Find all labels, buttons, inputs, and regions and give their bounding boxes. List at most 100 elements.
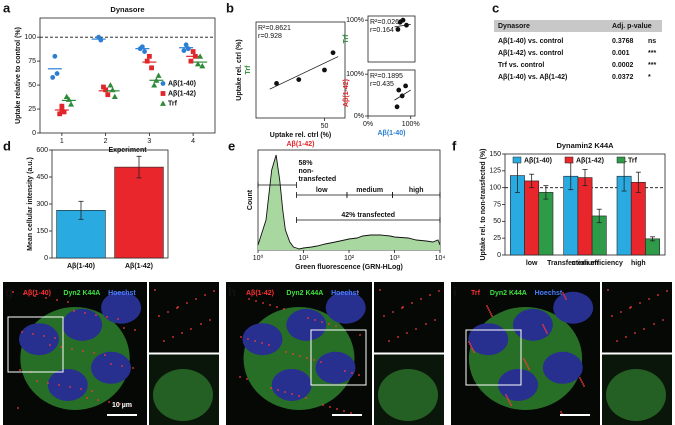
y-tick-label: 75 [28,58,36,65]
puncta [358,374,360,376]
inset-top [602,282,672,353]
error-bar [596,208,602,224]
inset-puncta [420,298,422,300]
puncta [524,360,526,362]
legend-label: Trf [628,157,638,164]
puncta [285,351,287,353]
roi-box [7,316,64,373]
inset-puncta [195,298,197,300]
inset-puncta [388,340,390,342]
channel-label: Hoechst [535,290,563,297]
puncta [357,291,359,293]
y-axis-label: Uptake rel. to non-transfected (%) [480,148,487,260]
point [188,58,194,64]
legend-label: Aβ(1-42) [168,90,196,97]
bar [114,166,164,259]
puncta [69,386,71,388]
y-axis-label: Trf [343,34,350,44]
gate-label: low [316,187,328,194]
puncta [505,394,507,396]
nucleus [91,351,131,384]
puncta [276,306,278,308]
point [181,48,187,53]
puncta [542,324,544,326]
table-cell: * [648,74,651,81]
y-axis-label: Aβ(1-42) [343,79,350,107]
point [190,49,196,54]
puncta [490,313,492,315]
x-axis-label: Aβ(1-42) [287,141,315,148]
inset-puncta [167,311,169,313]
puncta [579,377,581,379]
puncta [123,327,125,329]
gate-label: transfected [298,176,336,183]
table-cell: 0.3768 [612,38,634,45]
roi-box [465,329,522,386]
x-tick-label: 100% [402,121,420,128]
error-bar [650,236,656,242]
x-axis-label: Green fluorescence (GRN-HLog) [295,264,403,271]
puncta [292,353,294,355]
y-tick-label: 0 [44,255,48,262]
x-tick-label: 10² [344,255,355,262]
point [142,49,147,54]
x-tick-label: 4 [191,138,195,145]
puncta [110,363,112,365]
legend-swatch [564,156,574,164]
puncta [329,406,331,408]
puncta [277,389,279,391]
puncta [351,372,353,374]
nucleus [315,351,356,384]
error-bar [635,171,641,193]
puncta [359,334,361,336]
x-axis-label: Aβ(1-40) [378,130,406,137]
point [183,42,189,48]
inset-puncta [176,307,178,309]
puncta [19,369,21,371]
puncta [21,331,23,333]
point [101,84,106,90]
puncta [255,300,257,302]
puncta [248,298,250,300]
nucleus [47,368,88,401]
inset-puncta [401,307,403,309]
inset-cell [378,369,438,421]
table-cell: Aβ(1-40) vs. control [498,38,563,45]
x-tick-label: 10⁰ [253,254,264,262]
y-tick-label: 25 [493,235,501,242]
point [199,62,206,69]
puncta [564,296,566,298]
puncta [565,298,567,300]
puncta [262,302,264,304]
puncta [119,403,121,405]
inset-puncta [666,290,668,292]
inset-puncta [383,315,385,317]
bar [524,180,540,256]
table-header: Dynasore [498,23,530,30]
nucleus [19,323,59,356]
inset-puncta [662,319,664,321]
legend-label: Aβ(1-40) [168,80,196,87]
y-tick-label: 75 [493,201,501,208]
x-tick-label: Aβ(1-40) [67,263,95,270]
puncta [36,380,38,382]
x-axis-label: Uptake rel. ctrl (%) [270,132,331,139]
puncta [321,321,323,323]
inset-puncta [657,294,659,296]
puncta [510,404,512,406]
error-bar [529,173,535,189]
point [68,101,75,107]
nucleus [242,323,283,356]
annotation: r=0.435 [370,81,394,88]
y-tick-label: 50 [28,82,36,89]
x-tick-label: 10³ [389,255,400,262]
point [146,53,152,59]
gate-label: 58% [298,160,313,167]
y-tick-label: 100% [346,17,364,24]
puncta [12,291,14,293]
puncta [544,328,546,330]
point [105,92,111,98]
point [274,81,279,86]
x-tick-label: high [631,260,646,267]
